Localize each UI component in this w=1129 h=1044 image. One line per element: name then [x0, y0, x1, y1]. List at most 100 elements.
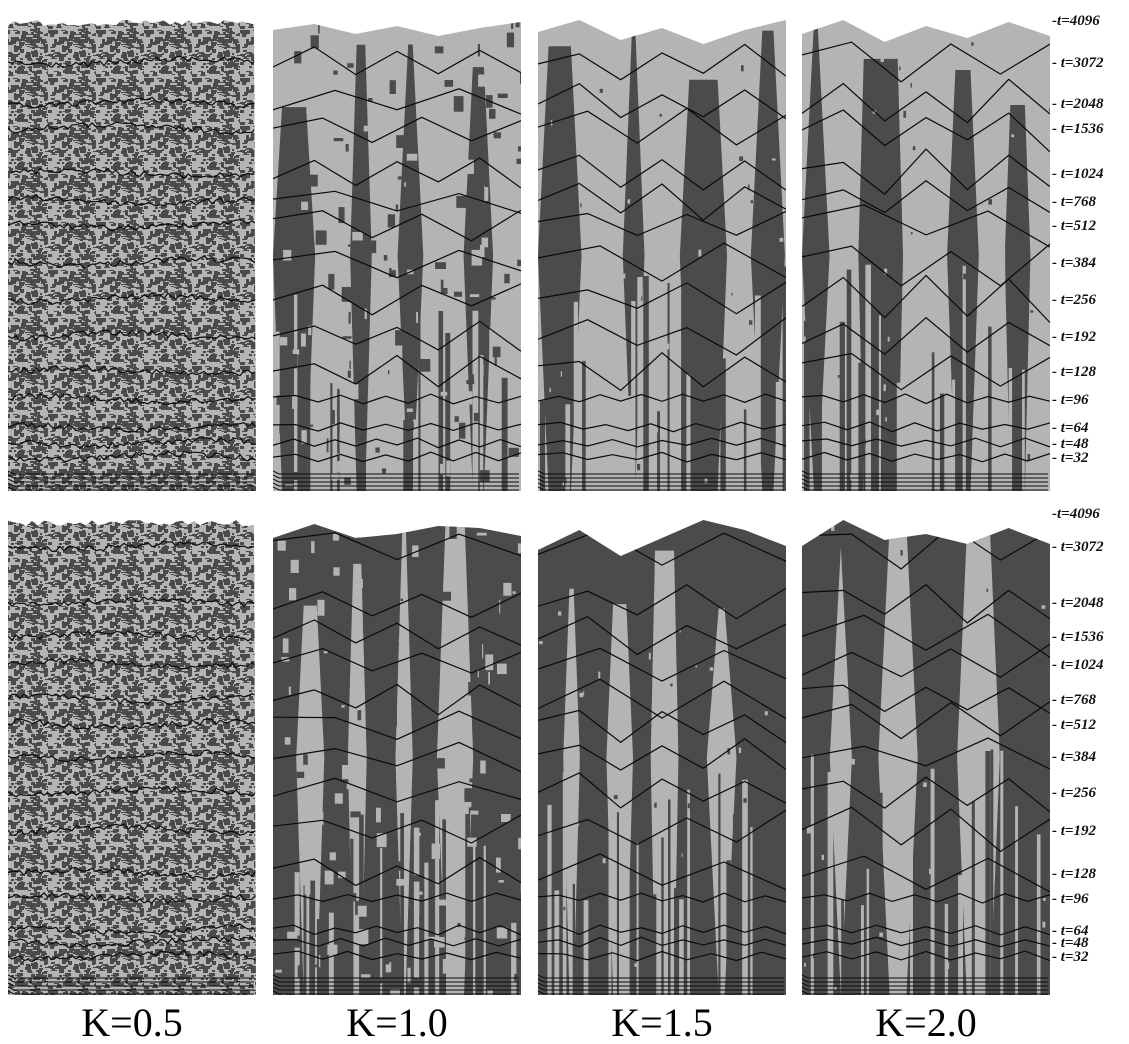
- fine-stripe: [366, 852, 371, 995]
- time-contour: [273, 157, 521, 189]
- speckle: [346, 783, 350, 790]
- speckle: [503, 582, 512, 596]
- k-label: K=1.0: [346, 1000, 447, 1044]
- time-contour: [8, 982, 254, 987]
- speckle: [339, 433, 350, 448]
- speckle: [450, 917, 458, 929]
- speckle: [298, 151, 304, 167]
- speckle: [1042, 921, 1046, 928]
- speckle: [297, 965, 301, 979]
- speckle: [419, 359, 431, 372]
- fine-stripe: [275, 331, 280, 491]
- speckle: [480, 244, 485, 258]
- fine-stripe: [626, 879, 630, 995]
- speckle: [345, 143, 349, 152]
- fine-stripe: [472, 310, 479, 491]
- fine-stripe: [985, 751, 991, 995]
- time-contour: [802, 982, 1048, 987]
- speckle: [296, 771, 305, 778]
- fine-stripe: [661, 837, 664, 995]
- time-contour: [802, 482, 1048, 487]
- speckle: [326, 438, 329, 453]
- fine-stripe: [822, 781, 829, 995]
- time-contour: [8, 692, 256, 706]
- speckle: [318, 620, 323, 624]
- speckle: [396, 135, 406, 148]
- speckle: [496, 927, 508, 939]
- time-contour: [538, 470, 784, 475]
- time-contour: [8, 486, 254, 491]
- speckle: [384, 573, 395, 583]
- time-contour: [8, 474, 254, 479]
- speckle: [470, 567, 476, 571]
- time-contour: [802, 470, 1048, 475]
- speckle: [706, 105, 710, 111]
- time-contour: [273, 470, 519, 475]
- fine-stripe: [583, 900, 589, 995]
- speckle: [632, 470, 634, 475]
- fine-stripe: [971, 801, 975, 995]
- fine-stripe: [616, 812, 619, 995]
- fine-stripe: [588, 299, 592, 491]
- speckle: [334, 793, 343, 804]
- fine-stripe: [710, 909, 714, 995]
- fine-stripe: [337, 388, 340, 491]
- speckle: [385, 960, 390, 965]
- fine-stripe: [1023, 875, 1027, 995]
- speckle: [1032, 825, 1036, 829]
- speckle: [275, 353, 279, 359]
- speckle: [336, 406, 339, 415]
- speckle: [749, 320, 753, 325]
- speckle: [712, 911, 714, 918]
- speckle: [289, 472, 300, 480]
- fine-stripe: [846, 269, 852, 491]
- time-contour: [538, 978, 784, 983]
- time-label: - t=64: [1052, 420, 1089, 436]
- speckle: [986, 588, 989, 592]
- speckle: [765, 553, 768, 557]
- speckle: [466, 623, 469, 632]
- speckle: [910, 232, 913, 235]
- time-label: - t=1024: [1052, 166, 1104, 182]
- speckle: [375, 447, 380, 453]
- speckle: [511, 948, 514, 962]
- fine-stripe: [424, 862, 429, 995]
- speckle: [464, 788, 473, 802]
- speckle: [384, 975, 394, 987]
- speckle: [940, 298, 942, 301]
- domain-stripe: [296, 605, 325, 995]
- speckle: [517, 543, 521, 554]
- time-contour: [8, 718, 256, 731]
- speckle: [575, 822, 579, 826]
- time-contour: [8, 935, 256, 949]
- time-contour: [538, 738, 786, 771]
- time-contour: [538, 242, 786, 282]
- speckle: [963, 273, 967, 280]
- speckle: [366, 258, 368, 263]
- speckle: [331, 473, 340, 480]
- speckle: [312, 964, 321, 968]
- speckle: [508, 250, 513, 254]
- time-contour: [8, 329, 256, 342]
- time-label: -t=4096: [1052, 506, 1100, 522]
- panel-bottom-row-2: [273, 524, 521, 995]
- time-contour: [802, 643, 1050, 678]
- speckle: [739, 156, 744, 162]
- speckle: [876, 409, 880, 416]
- fine-stripe: [880, 792, 883, 995]
- speckle: [395, 204, 399, 212]
- speckle: [887, 336, 890, 342]
- speckle: [424, 96, 431, 108]
- time-contour: [8, 422, 256, 434]
- fine-stripe: [1008, 368, 1013, 491]
- speckle: [488, 840, 500, 846]
- speckle: [516, 905, 518, 911]
- time-labels: -t=4096 - t=3072 - t=2048 - t=1536 - t=1024 -…: [1052, 13, 1104, 965]
- speckle: [437, 758, 445, 769]
- speckle: [281, 994, 286, 995]
- speckle: [439, 740, 450, 743]
- speckle: [349, 82, 352, 94]
- speckle: [301, 333, 306, 347]
- time-contour: [538, 474, 784, 479]
